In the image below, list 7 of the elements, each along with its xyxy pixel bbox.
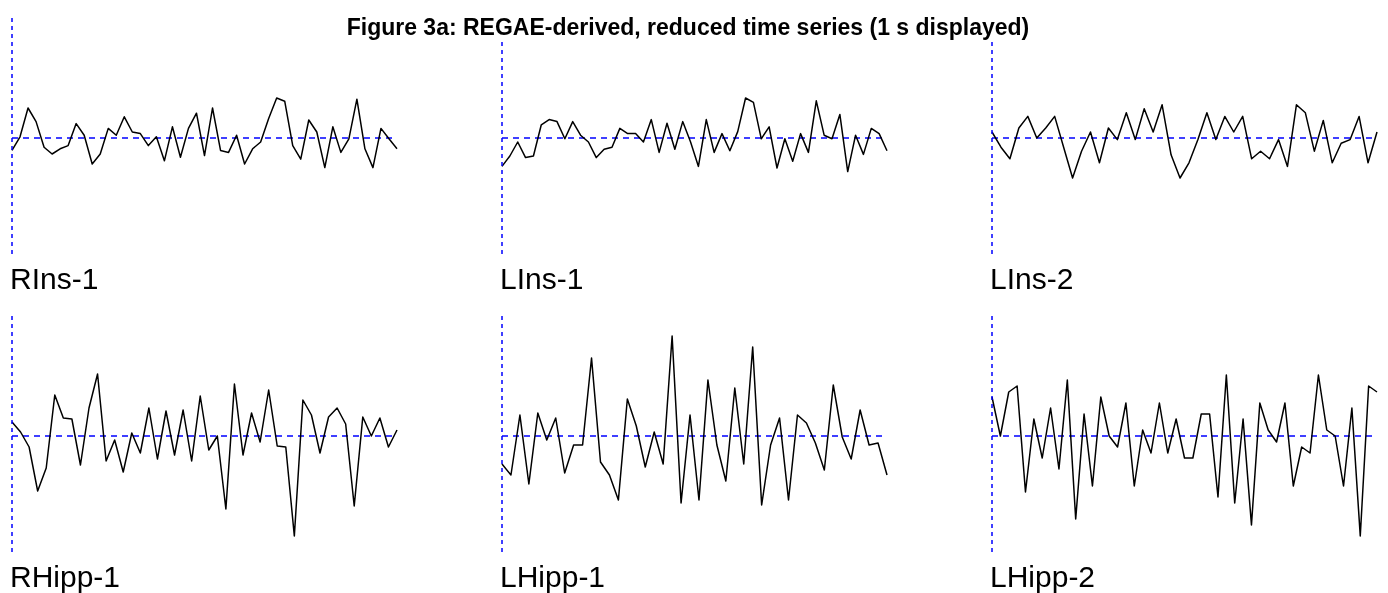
x-axis-title: LIns-2 (990, 262, 1075, 296)
x-axis-title: LHipp-2 (990, 560, 1097, 593)
x-axis-title: LHipp-1 (500, 560, 607, 593)
text: Figure 3a: REGAE-derived, reduced time series (1 s displayed) (208, 14, 1168, 41)
x-axis-title: RHipp-1 (10, 560, 122, 593)
x-axis-title: RIns-1 (10, 262, 100, 296)
x-axis-title: LIns-1 (500, 262, 585, 296)
